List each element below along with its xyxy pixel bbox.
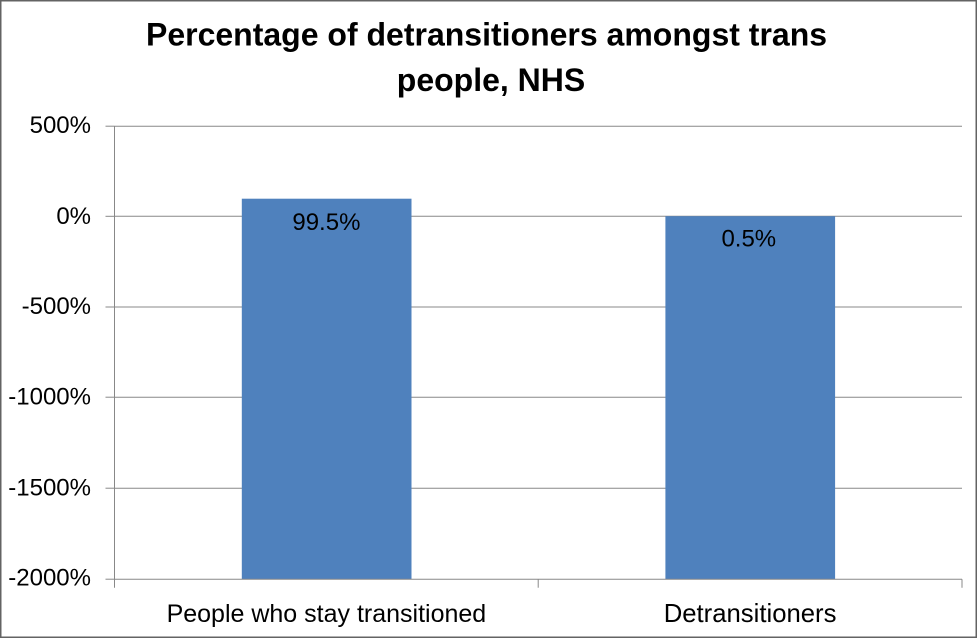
svg-text:-2000%: -2000%: [8, 564, 91, 591]
svg-text:Detransitioners: Detransitioners: [664, 600, 837, 628]
svg-text:-1000%: -1000%: [8, 383, 91, 410]
svg-text:99.5%: 99.5%: [292, 209, 360, 236]
svg-text:People who stay transitioned: People who stay transitioned: [167, 600, 487, 628]
svg-text:Percentage of detransitioners: Percentage of detransitioners amongst tr…: [146, 17, 827, 53]
svg-text:0.5%: 0.5%: [721, 226, 776, 253]
svg-text:-500%: -500%: [22, 293, 91, 320]
svg-text:people, NHS: people, NHS: [397, 62, 585, 98]
svg-text:0%: 0%: [56, 203, 91, 230]
svg-text:-1500%: -1500%: [8, 474, 91, 501]
svg-text:500%: 500%: [30, 112, 91, 139]
